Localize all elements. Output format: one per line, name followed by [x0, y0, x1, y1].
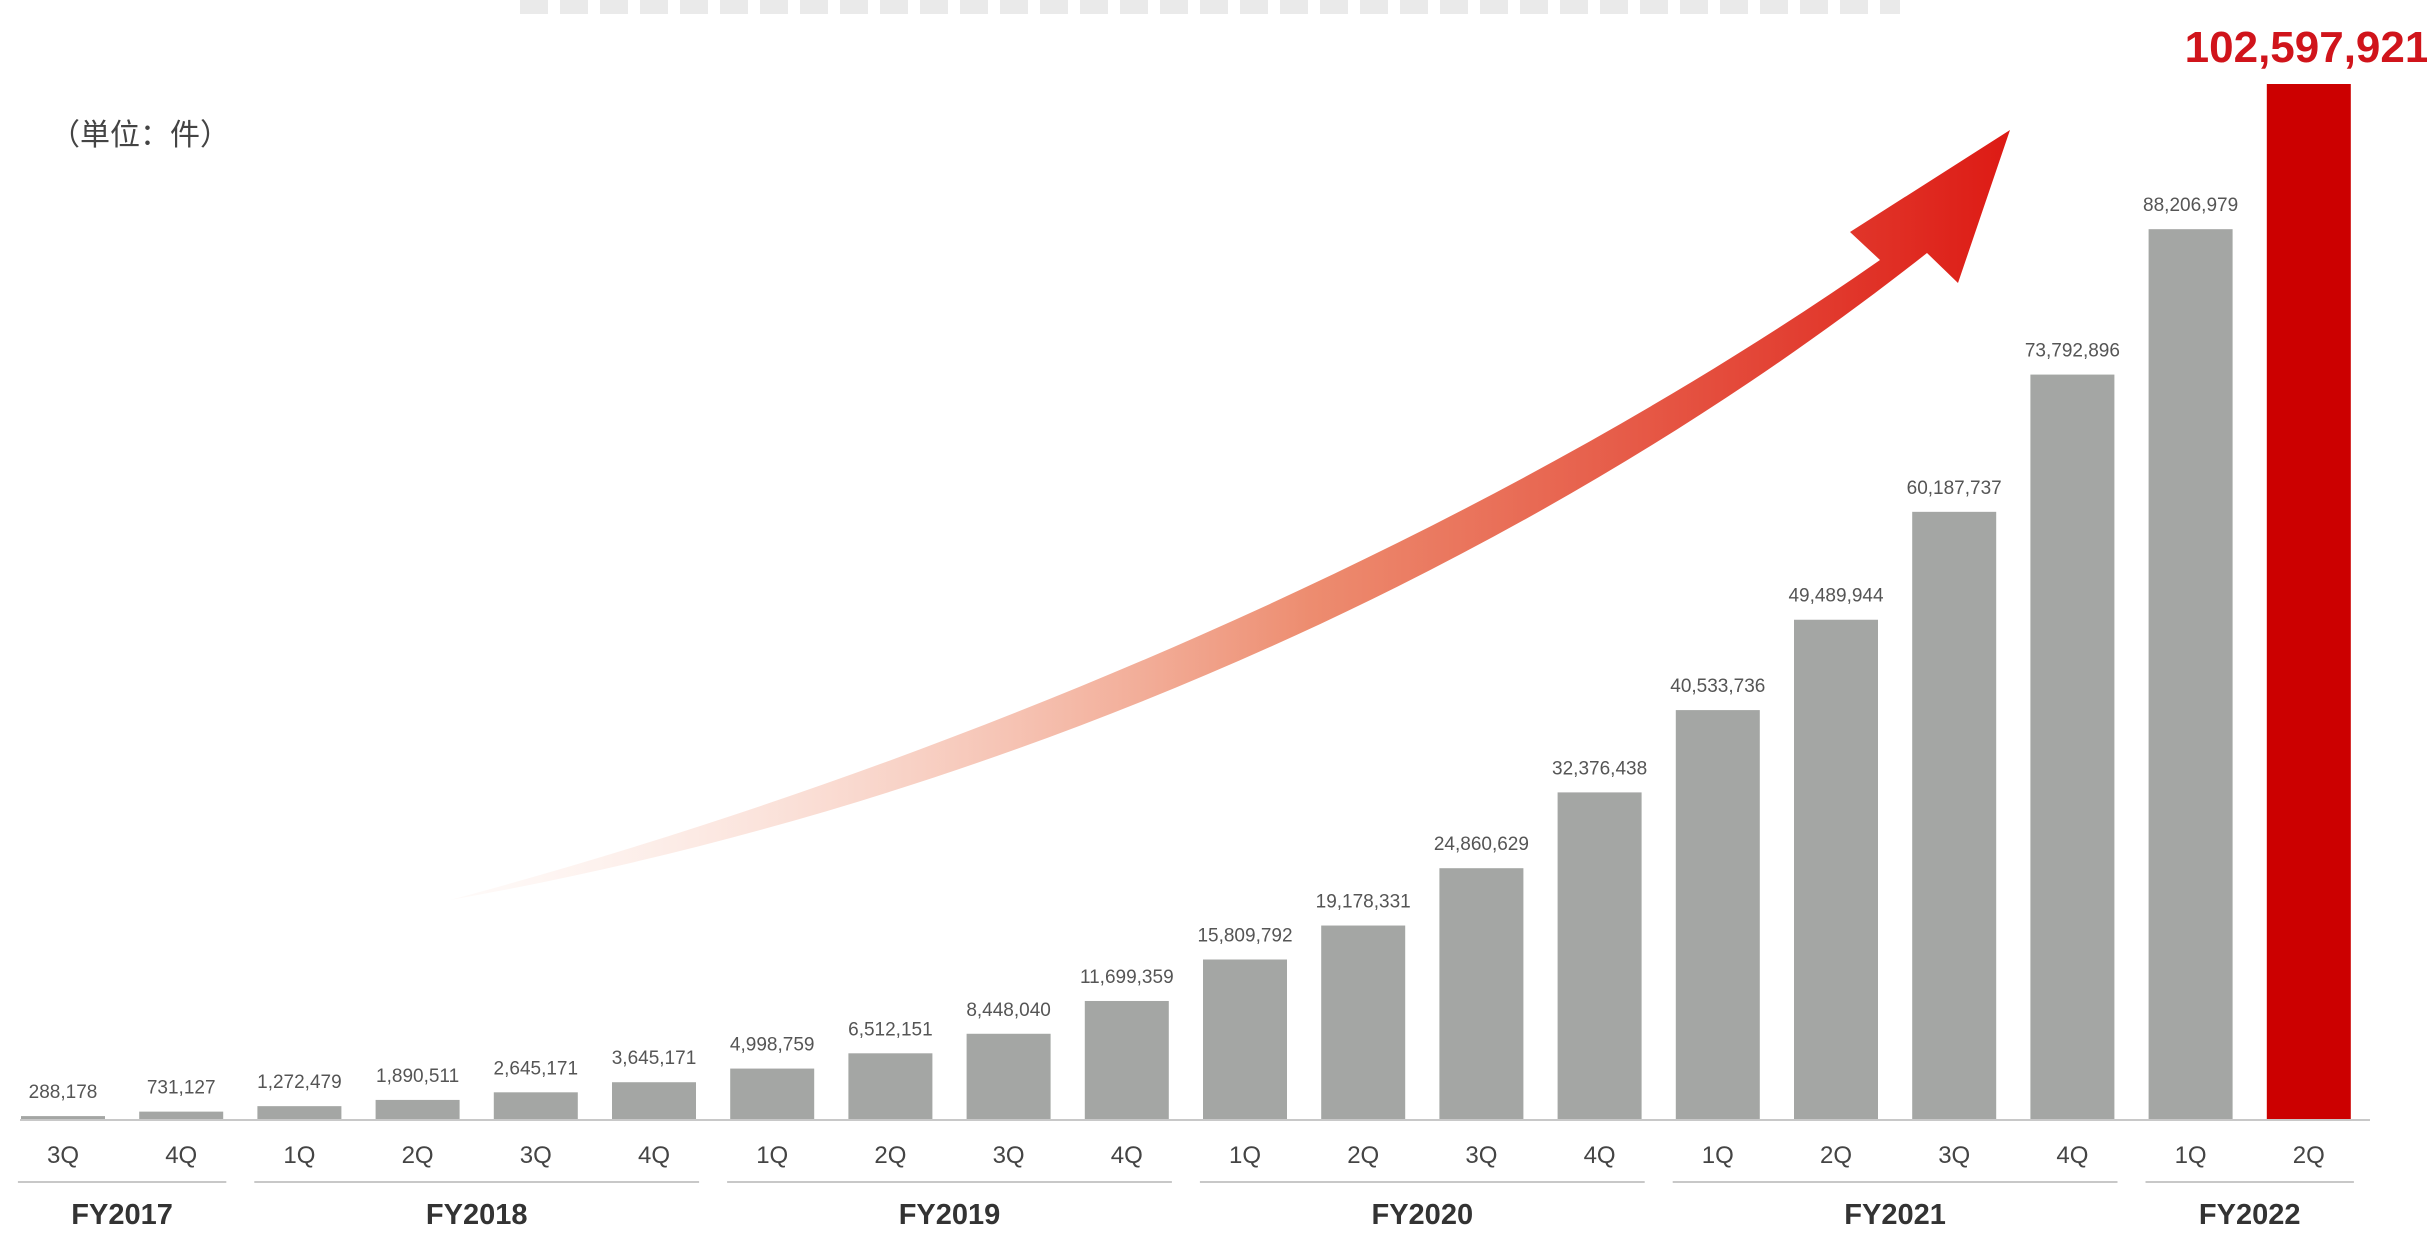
quarter-label: 2Q [2293, 1142, 2325, 1169]
bar [1675, 710, 1760, 1119]
quarter-label: 3Q [993, 1142, 1025, 1169]
value-label-highlight: 102,597,921 [2185, 23, 2427, 72]
value-label: 11,699,359 [1080, 967, 1174, 988]
bar [493, 1092, 578, 1119]
value-label: 73,792,896 [2025, 341, 2120, 362]
cropped-title-remnant [520, 0, 1900, 14]
bar [1912, 511, 1997, 1119]
value-label: 2,645,171 [494, 1058, 579, 1079]
value-label: 1,890,511 [376, 1066, 459, 1087]
bar [1439, 868, 1524, 1119]
value-label: 288,178 [29, 1082, 98, 1103]
bar [1557, 792, 1642, 1119]
quarter-label: 2Q [402, 1142, 434, 1169]
quarter-label: 3Q [1465, 1142, 1497, 1169]
quarter-label: 1Q [1702, 1142, 1734, 1169]
value-label: 731,127 [147, 1078, 216, 1099]
value-label: 32,376,438 [1552, 758, 1647, 779]
bar-highlight [2266, 84, 2351, 1119]
value-label: 8,448,040 [966, 1000, 1051, 1021]
value-label: 24,860,629 [1434, 834, 1529, 855]
value-label: 4,998,759 [730, 1035, 815, 1056]
value-label: 15,809,792 [1197, 926, 1292, 947]
quarter-label: 1Q [2175, 1142, 2207, 1169]
quarter-label: 1Q [1229, 1142, 1261, 1169]
quarter-label: 2Q [1820, 1142, 1852, 1169]
value-label: 40,533,736 [1670, 676, 1765, 697]
bar [1203, 959, 1287, 1119]
value-label: 60,187,737 [1907, 478, 2002, 499]
quarter-label: 4Q [1584, 1142, 1616, 1169]
bar [966, 1033, 1051, 1119]
bar [257, 1106, 342, 1119]
quarter-label: 4Q [2056, 1142, 2088, 1169]
bar [375, 1099, 460, 1119]
value-label: 19,178,331 [1316, 892, 1411, 913]
bar [730, 1068, 815, 1119]
quarter-label: 1Q [756, 1142, 788, 1169]
trend-arrow [450, 130, 2010, 900]
quarter-label: 2Q [1347, 1142, 1379, 1169]
quarter-label: 4Q [1111, 1142, 1143, 1169]
quarter-label: 4Q [638, 1142, 670, 1169]
bar [2148, 229, 2233, 1119]
bar [1321, 925, 1406, 1119]
bar [1794, 619, 1878, 1119]
unit-label: （単位：件） [50, 118, 230, 153]
bar [612, 1082, 696, 1119]
fiscal-year-label: FY2021 [1844, 1199, 1946, 1231]
quarter-label: 2Q [874, 1142, 906, 1169]
value-label: 1,272,479 [257, 1072, 342, 1093]
quarter-label: 3Q [47, 1142, 79, 1169]
fiscal-year-label: FY2022 [2199, 1199, 2301, 1231]
value-label: 6,512,151 [848, 1019, 933, 1040]
quarter-label: 3Q [520, 1142, 552, 1169]
bar [1084, 1000, 1169, 1119]
quarter-label: 1Q [283, 1142, 315, 1169]
fiscal-year-label: FY2018 [426, 1199, 528, 1231]
quarter-label: 4Q [165, 1142, 197, 1169]
value-label: 49,489,944 [1788, 586, 1884, 607]
value-label: 3,645,171 [612, 1048, 697, 1069]
bar [21, 1116, 105, 1119]
bar [2030, 374, 2115, 1119]
bar [848, 1053, 933, 1119]
quarter-label: 3Q [1938, 1142, 1970, 1169]
fiscal-year-label: FY2019 [899, 1199, 1001, 1231]
fiscal-year-label: FY2017 [71, 1199, 173, 1231]
fiscal-year-label: FY2020 [1372, 1199, 1474, 1231]
bar [139, 1111, 224, 1119]
value-label: 88,206,979 [2143, 195, 2238, 216]
